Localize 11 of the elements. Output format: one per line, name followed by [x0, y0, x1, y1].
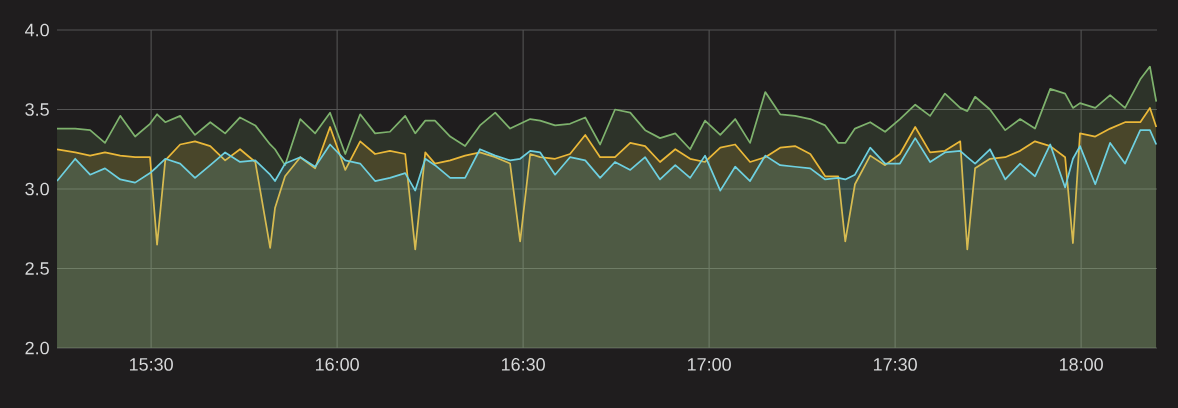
y-tick-label: 2.0 — [25, 341, 49, 355]
x-tick-label: 15:30 — [129, 358, 173, 371]
y-tick-label: 3.0 — [25, 182, 49, 196]
y-tick-label: 3.5 — [25, 103, 49, 116]
x-tick-label: 17:00 — [687, 358, 731, 371]
x-tick-label: 17:30 — [873, 358, 917, 371]
y-tick-label: 4.0 — [25, 23, 49, 37]
x-tick-label: 16:00 — [315, 358, 359, 371]
y-tick-label: 2.5 — [25, 262, 49, 275]
x-tick-label: 18:00 — [1059, 358, 1103, 371]
x-tick-label: 16:30 — [501, 358, 545, 371]
